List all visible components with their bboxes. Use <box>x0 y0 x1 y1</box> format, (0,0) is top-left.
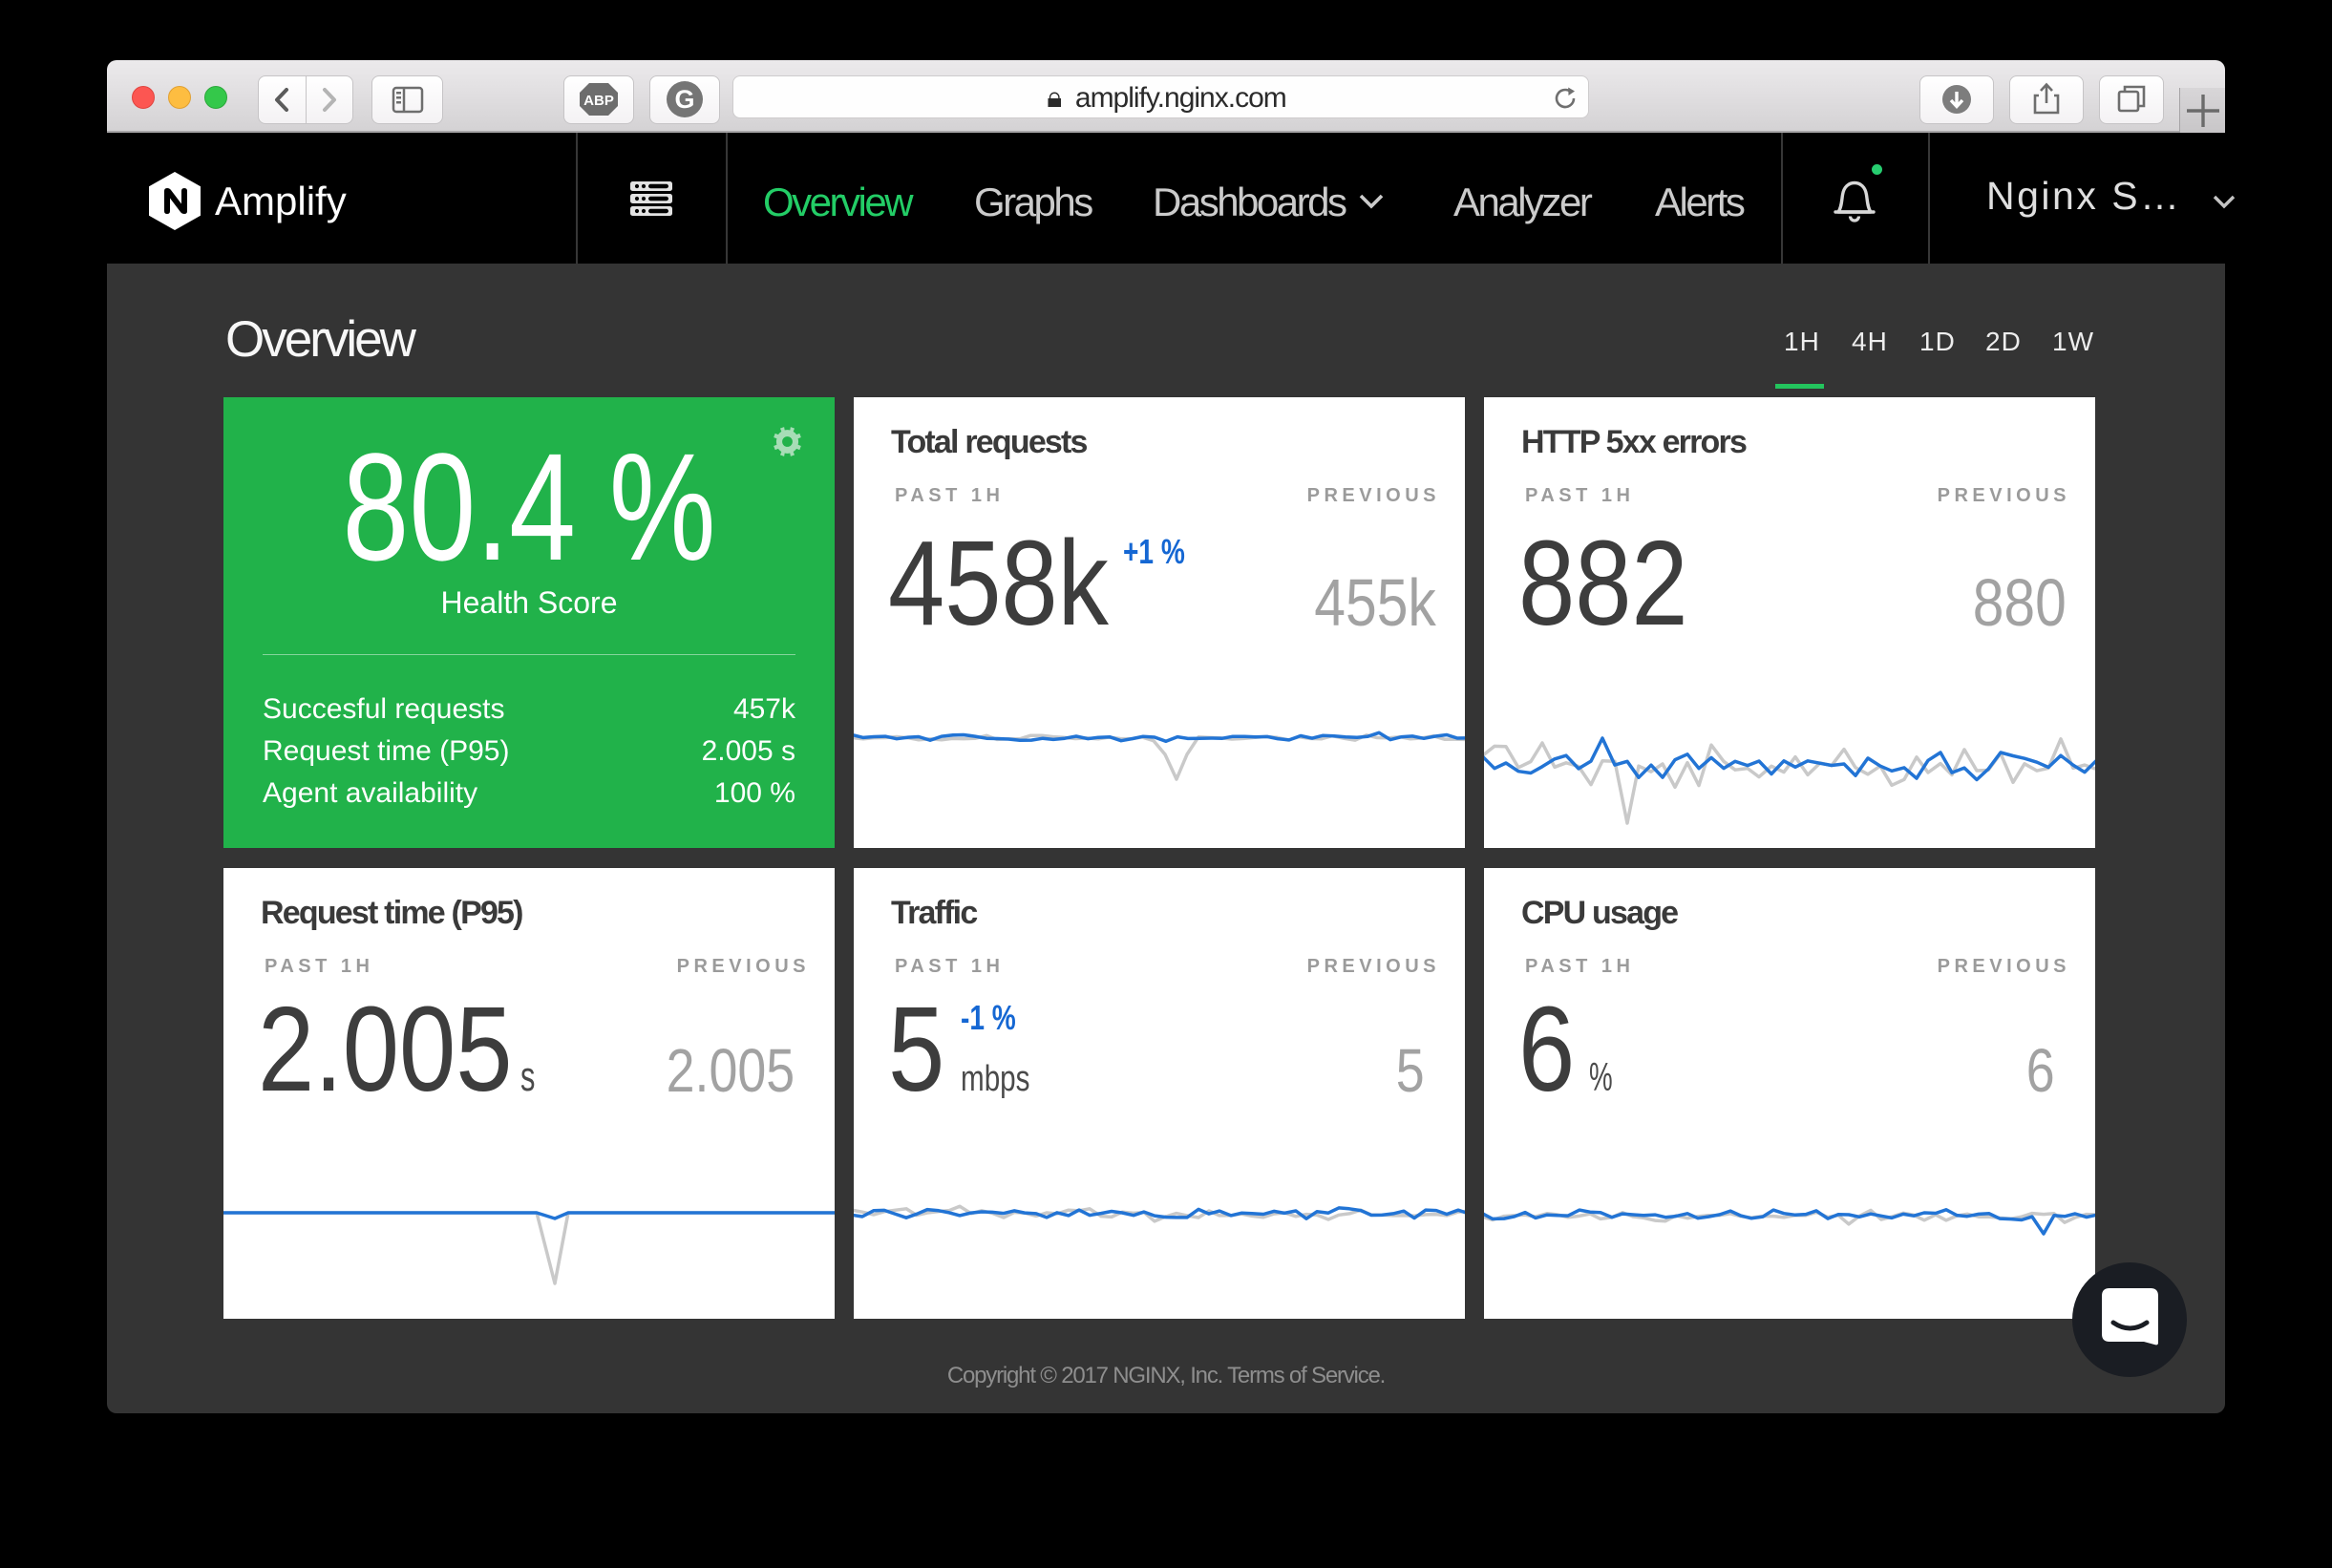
svg-text:G: G <box>674 85 694 114</box>
svg-text:ABP: ABP <box>583 93 614 109</box>
